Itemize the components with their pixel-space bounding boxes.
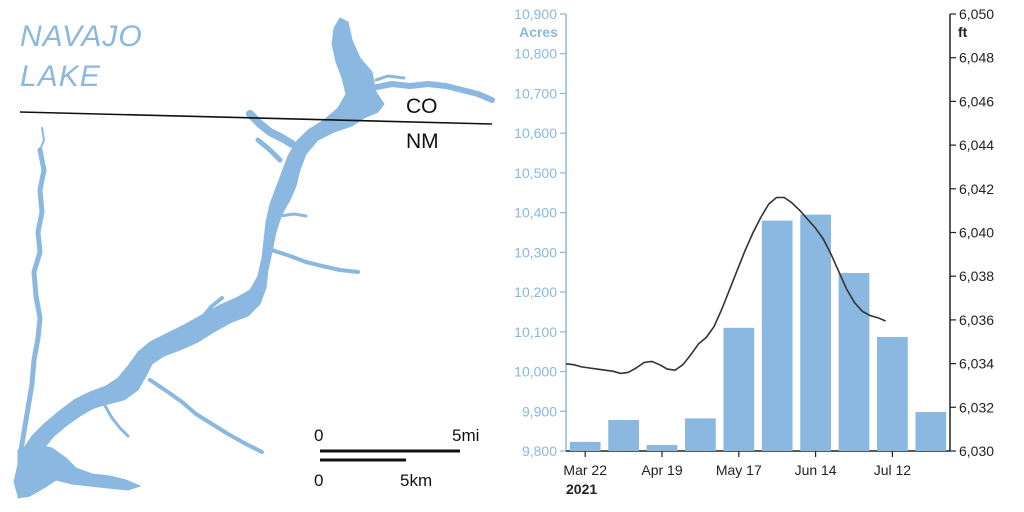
bar-7 [838,273,870,451]
left-tick-label-0: 9,800 [522,443,557,459]
lake-south-arm-2 [102,402,130,438]
state-border-line [19,111,493,125]
bar-4 [723,327,755,451]
right-tick-label-4: 6,038 [959,268,994,284]
bar-3 [685,418,716,451]
scale-km-start: 0 [314,471,324,490]
map-title-line-2: LAKE [20,60,101,93]
left-axis-ticks: 9,800 9,900 10,000 10,100 10,200 10,300 10,400… [514,6,566,459]
left-tick-label-7: 10,500 [514,165,557,181]
right-tick-label-6: 6,042 [959,181,994,197]
lake-lower-bay [17,443,141,499]
bar-8 [877,336,908,451]
bar-1 [608,420,639,451]
lake-pine-arm-tip [39,127,45,151]
right-tick-label-2: 6,034 [959,356,994,372]
scale-km-end: 5km [400,471,433,490]
left-axis-unit-label: Acres [519,24,558,40]
lake-border-branch [246,110,296,148]
lake-co-arm [349,81,495,103]
lake-co-arm-tip [374,74,406,82]
right-tick-label-3: 6,036 [959,312,994,328]
left-tick-label-3: 10,100 [514,324,557,340]
bar-6 [800,214,831,451]
bar-2 [646,445,678,451]
right-tick-label-1: 6,032 [959,399,994,415]
right-axis-ticks: 6,030 6,032 6,034 6,036 6,038 6,040 6,042 6,044… [950,6,994,459]
bar-0 [569,441,601,451]
right-axis-unit-label: ft [958,24,968,40]
scale-miles-end: 5mi [452,426,480,445]
x-tick-label-1: Apr 19 [641,462,682,478]
state-label-new-mexico: NM [406,130,439,153]
x-tick-label-3: Jun 14 [795,462,837,478]
state-label-colorado: CO [406,95,438,118]
left-tick-label-11: 10,900 [514,6,557,22]
lake-map [13,17,495,499]
left-tick-label-5: 10,300 [514,244,557,260]
lake-pine-arm [17,147,47,459]
left-tick-label-9: 10,700 [514,85,557,101]
lake-inlet-mid-2 [278,212,308,218]
lake-inlet-low [198,296,224,322]
right-tick-label-7: 6,044 [959,137,994,153]
x-axis-year-label: 2021 [566,481,597,497]
chart-area: 9,800 9,900 10,000 10,100 10,200 10,300 10,400… [514,6,994,497]
x-tick-label-4: Jul 12 [874,462,912,478]
lake-inlet-mid [270,248,360,274]
x-axis-ticks: Mar 22 Apr 19 May 17 Jun 14 Jul 12 [563,451,911,478]
map-title-line-1: NAVAJO [20,20,143,53]
left-tick-label-4: 10,200 [514,284,557,300]
right-tick-label-5: 6,040 [959,225,994,241]
left-tick-label-2: 10,000 [514,364,557,380]
right-tick-label-0: 6,030 [959,443,994,459]
left-tick-label-10: 10,800 [514,46,557,62]
bar-5 [761,220,793,451]
lake-border-branch-2 [255,137,283,163]
right-tick-label-10: 6,050 [959,6,994,22]
left-tick-label-1: 9,900 [522,403,557,419]
bar-series [569,214,947,451]
water-level-line [565,196,886,375]
left-tick-label-8: 10,600 [514,125,557,141]
right-tick-label-8: 6,046 [959,93,994,109]
x-tick-label-0: Mar 22 [563,462,607,478]
x-tick-label-2: May 17 [716,462,762,478]
left-tick-label-6: 10,400 [514,205,557,221]
right-tick-label-9: 6,048 [959,50,994,66]
scale-miles-start: 0 [314,426,324,445]
lake-south-arm [148,378,264,454]
bar-9 [915,412,947,451]
